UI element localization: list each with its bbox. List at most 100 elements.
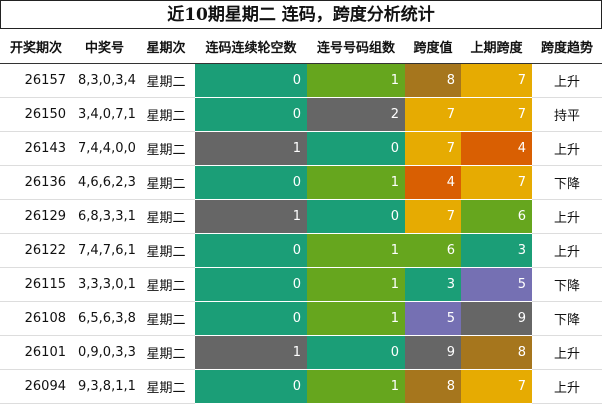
table-cell: 7 [461, 165, 532, 200]
table-cell: 0 [307, 335, 405, 370]
table-cell: 1 [195, 335, 307, 370]
column-header: 开奖期次 [0, 29, 72, 64]
table-row: 26094 9,3,8,1,1 星期二 0 1 8 7 上升 [0, 369, 602, 404]
table-cell: 0 [195, 233, 307, 268]
column-header: 星期次 [137, 29, 195, 64]
table-cell: 26122 [0, 233, 72, 268]
table-cell: 上升 [532, 199, 602, 234]
table-cell: 1 [195, 199, 307, 234]
table-cell: 7 [461, 369, 532, 404]
table-cell: 0 [195, 63, 307, 98]
table-cell: 7,4,7,6,1 [72, 233, 137, 268]
table-cell: 星期二 [137, 199, 195, 234]
table-cell: 26101 [0, 335, 72, 370]
table-cell: 1 [195, 131, 307, 166]
table-cell: 3 [461, 233, 532, 268]
table-cell: 1 [307, 233, 405, 268]
column-header: 跨度趋势 [532, 29, 602, 64]
table-cell: 下降 [532, 301, 602, 336]
table-cell: 0 [195, 97, 307, 132]
table-cell: 0 [195, 165, 307, 200]
table-cell: 5 [405, 301, 461, 336]
table-cell: 上升 [532, 369, 602, 404]
table-cell: 7 [461, 63, 532, 98]
table-cell: 7,4,4,0,0 [72, 131, 137, 166]
table-cell: 1 [307, 267, 405, 302]
column-header: 连码连续轮空数 [195, 29, 307, 64]
table-cell: 星期二 [137, 131, 195, 166]
table-cell: 26108 [0, 301, 72, 336]
table-cell: 1 [307, 301, 405, 336]
table-cell: 7 [405, 131, 461, 166]
header-row: 开奖期次 中奖号 星期次 连码连续轮空数 连号号码组数 跨度值 上期跨度 跨度趋势 [0, 29, 602, 64]
table-cell: 0 [307, 131, 405, 166]
table-cell: 上升 [532, 131, 602, 166]
table-cell: 0,9,0,3,3 [72, 335, 137, 370]
table-cell: 8 [461, 335, 532, 370]
table-row: 26143 7,4,4,0,0 星期二 1 0 7 4 上升 [0, 131, 602, 166]
table-cell: 0 [307, 199, 405, 234]
table-cell: 2 [307, 97, 405, 132]
table-cell: 9 [461, 301, 532, 336]
table-cell: 5 [461, 267, 532, 302]
table-row: 26101 0,9,0,3,3 星期二 1 0 9 8 上升 [0, 335, 602, 370]
column-header: 连号号码组数 [307, 29, 405, 64]
table-cell: 0 [195, 369, 307, 404]
table-cell: 7 [405, 97, 461, 132]
table-cell: 星期二 [137, 335, 195, 370]
table-cell: 星期二 [137, 267, 195, 302]
table-cell: 8 [405, 63, 461, 98]
table-cell: 上升 [532, 63, 602, 98]
table-cell: 26143 [0, 131, 72, 166]
table-row: 26157 8,3,0,3,4 星期二 0 1 8 7 上升 [0, 63, 602, 98]
table-cell: 1 [307, 165, 405, 200]
table-cell: 0 [195, 267, 307, 302]
table-cell: 26157 [0, 63, 72, 98]
table-row: 26115 3,3,3,0,1 星期二 0 1 3 5 下降 [0, 267, 602, 302]
table-cell: 3,4,0,7,1 [72, 97, 137, 132]
table-cell: 3 [405, 267, 461, 302]
column-header: 上期跨度 [461, 29, 532, 64]
table-cell: 0 [195, 301, 307, 336]
table-cell: 7 [461, 97, 532, 132]
table-cell: 4 [461, 131, 532, 166]
column-header: 中奖号 [72, 29, 137, 64]
table-cell: 3,3,3,0,1 [72, 267, 137, 302]
table-title: 近10期星期二 连码，跨度分析统计 [0, 0, 602, 29]
table-cell: 6 [405, 233, 461, 268]
table-cell: 8,3,0,3,4 [72, 63, 137, 98]
table-cell: 上升 [532, 335, 602, 370]
table-cell: 26129 [0, 199, 72, 234]
table-cell: 9,3,8,1,1 [72, 369, 137, 404]
table-body: 26157 8,3,0,3,4 星期二 0 1 8 7 上升 26150 3,4,0,7,1 星期二… [0, 63, 602, 404]
table-cell: 上升 [532, 233, 602, 268]
table-cell: 6 [461, 199, 532, 234]
table-row: 26122 7,4,7,6,1 星期二 0 1 6 3 上升 [0, 233, 602, 268]
table-cell: 星期二 [137, 233, 195, 268]
table-cell: 7 [405, 199, 461, 234]
table-cell: 星期二 [137, 63, 195, 98]
table-cell: 6,8,3,3,1 [72, 199, 137, 234]
table-cell: 1 [307, 63, 405, 98]
table-row: 26150 3,4,0,7,1 星期二 0 2 7 7 持平 [0, 97, 602, 132]
table-row: 26136 4,6,6,2,3 星期二 0 1 4 7 下降 [0, 165, 602, 200]
table-cell: 星期二 [137, 301, 195, 336]
table-cell: 26115 [0, 267, 72, 302]
table-cell: 1 [307, 369, 405, 404]
table-cell: 星期二 [137, 165, 195, 200]
table-cell: 26094 [0, 369, 72, 404]
table-cell: 8 [405, 369, 461, 404]
table-cell: 26136 [0, 165, 72, 200]
table-row: 26129 6,8,3,3,1 星期二 1 0 7 6 上升 [0, 199, 602, 234]
table-cell: 星期二 [137, 97, 195, 132]
table-cell: 持平 [532, 97, 602, 132]
table-row: 26108 6,5,6,3,8 星期二 0 1 5 9 下降 [0, 301, 602, 336]
column-header: 跨度值 [405, 29, 461, 64]
table-cell: 星期二 [137, 369, 195, 404]
table-cell: 下降 [532, 165, 602, 200]
table-cell: 9 [405, 335, 461, 370]
table-cell: 6,5,6,3,8 [72, 301, 137, 336]
stats-table: 开奖期次 中奖号 星期次 连码连续轮空数 连号号码组数 跨度值 上期跨度 跨度趋势 26157… [0, 29, 602, 404]
table-cell: 4,6,6,2,3 [72, 165, 137, 200]
